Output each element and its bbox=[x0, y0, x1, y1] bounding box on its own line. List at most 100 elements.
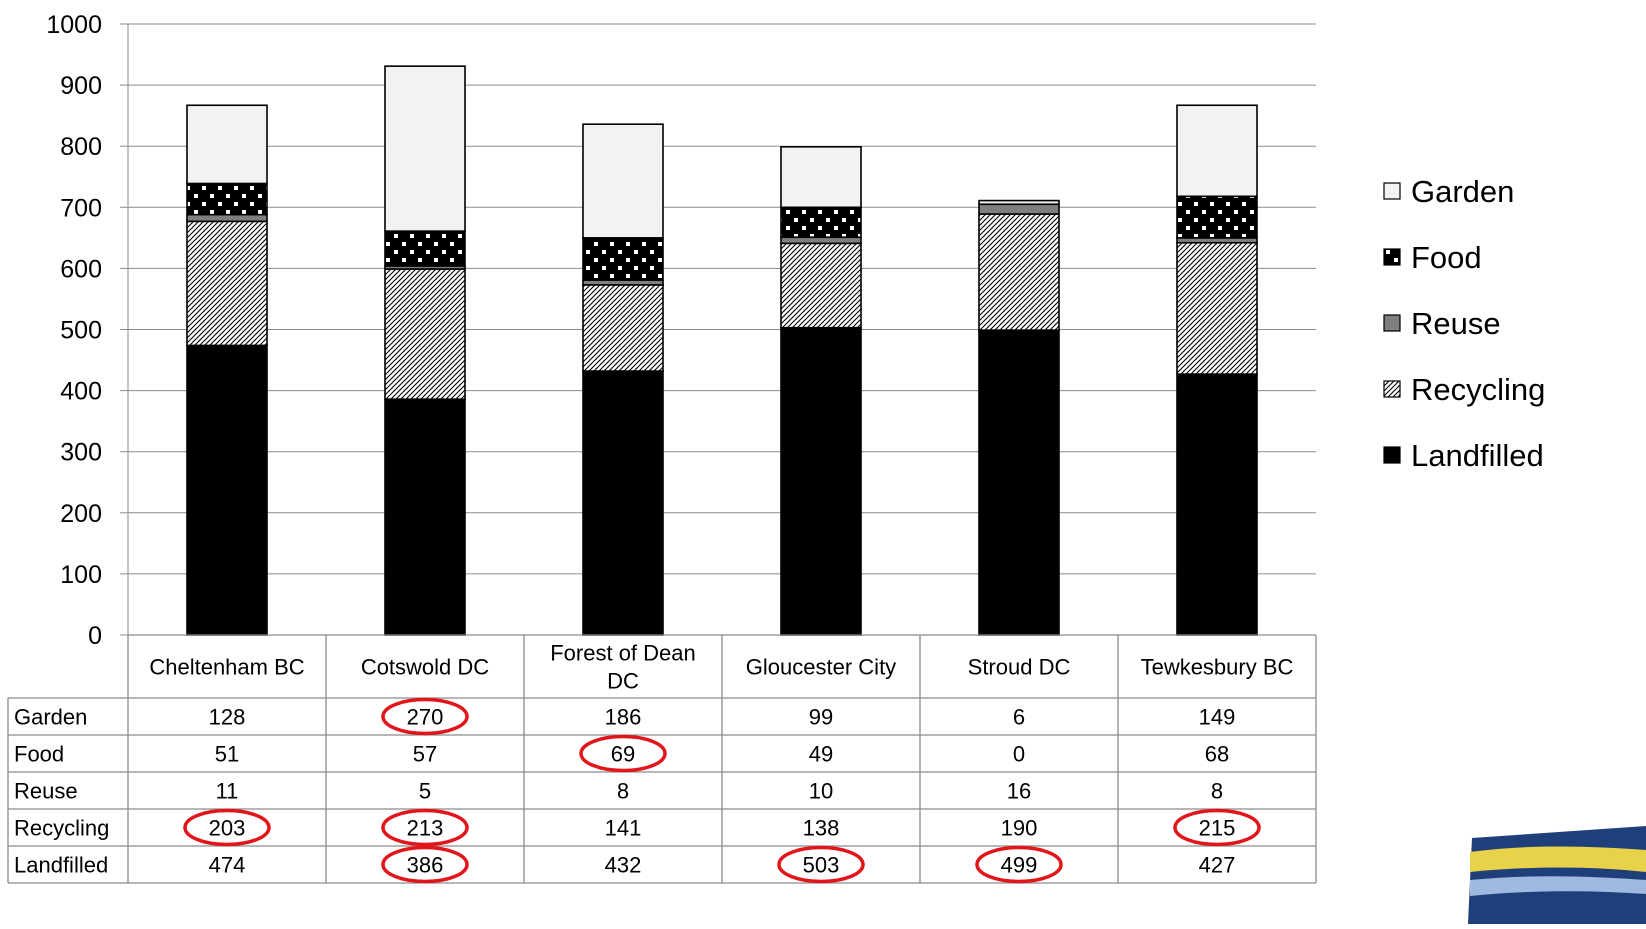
y-tick-label: 0 bbox=[88, 622, 102, 650]
legend-swatch-recycling bbox=[1383, 380, 1401, 398]
highlight-circle bbox=[975, 845, 1063, 884]
data-label: 215 bbox=[1199, 816, 1236, 841]
data-label: 0 bbox=[1013, 742, 1025, 767]
y-tick-label: 100 bbox=[60, 561, 102, 589]
highlight-circle bbox=[1173, 808, 1261, 847]
legend-label-recycling: Recycling bbox=[1411, 372, 1545, 407]
bar-food-gloucester-city bbox=[780, 206, 862, 239]
bar-food-cotswold-dc bbox=[384, 230, 466, 267]
bar-garden-tewkesbury-bc bbox=[1176, 104, 1258, 198]
row-label-recycling: Recycling bbox=[14, 816, 109, 841]
logo-swoosh bbox=[1470, 876, 1646, 896]
legend-swatch-landfilled bbox=[1383, 446, 1401, 464]
bar-reuse-cheltenham-bc bbox=[186, 213, 268, 223]
bar-recycling-forest-of-dean-dc bbox=[582, 284, 664, 372]
data-label: 141 bbox=[605, 816, 642, 841]
bar-garden-forest-of-dean-dc bbox=[582, 123, 664, 239]
category-label: Forest of Dean bbox=[550, 641, 696, 666]
logo-shape bbox=[1468, 826, 1646, 924]
bar-landfilled-gloucester-city bbox=[780, 326, 862, 636]
row-label-food: Food bbox=[14, 742, 64, 767]
highlight-circle bbox=[381, 808, 469, 847]
data-label: 5 bbox=[419, 779, 431, 804]
bar-recycling-gloucester-city bbox=[780, 242, 862, 329]
bar-recycling-tewkesbury-bc bbox=[1176, 241, 1258, 375]
y-tick-label: 200 bbox=[60, 500, 102, 528]
legend-label-landfilled: Landfilled bbox=[1411, 438, 1544, 473]
bar-landfilled-tewkesbury-bc bbox=[1176, 373, 1258, 636]
y-tick-label: 400 bbox=[60, 378, 102, 406]
y-tick-label: 500 bbox=[60, 317, 102, 345]
bar-landfilled-forest-of-dean-dc bbox=[582, 370, 664, 636]
highlight-circle bbox=[183, 808, 271, 847]
logo-swoosh bbox=[1470, 846, 1646, 872]
bar-garden-cotswold-dc bbox=[384, 65, 466, 232]
data-label: 6 bbox=[1013, 705, 1025, 730]
y-tick-label: 300 bbox=[60, 439, 102, 467]
data-label: 99 bbox=[809, 705, 833, 730]
data-label: 138 bbox=[803, 816, 840, 841]
data-label: 49 bbox=[809, 742, 833, 767]
y-tick-label: 1000 bbox=[46, 11, 102, 39]
highlight-circle bbox=[381, 845, 469, 884]
row-label-landfilled: Landfilled bbox=[14, 853, 108, 878]
legend-label-food: Food bbox=[1411, 240, 1482, 275]
bar-garden-stroud-dc bbox=[978, 199, 1060, 206]
data-label: 190 bbox=[1001, 816, 1038, 841]
data-label: 427 bbox=[1199, 853, 1236, 878]
data-label: 474 bbox=[209, 853, 246, 878]
legend-swatch-reuse bbox=[1383, 314, 1401, 332]
bar-garden-gloucester-city bbox=[780, 146, 862, 209]
data-label: 499 bbox=[1001, 853, 1038, 878]
highlight-circle bbox=[777, 845, 865, 884]
bar-landfilled-stroud-dc bbox=[978, 329, 1060, 636]
data-label: 8 bbox=[1211, 779, 1223, 804]
data-label: 68 bbox=[1205, 742, 1229, 767]
data-label: 386 bbox=[407, 853, 444, 878]
legend-swatch-garden bbox=[1383, 182, 1401, 200]
highlight-circle bbox=[381, 697, 469, 736]
category-label: Cheltenham BC bbox=[149, 655, 304, 680]
data-label: 149 bbox=[1199, 705, 1236, 730]
bar-recycling-cotswold-dc bbox=[384, 268, 466, 400]
bars bbox=[186, 65, 1258, 636]
bar-landfilled-cotswold-dc bbox=[384, 398, 466, 636]
data-label: 16 bbox=[1007, 779, 1031, 804]
y-tick-label: 900 bbox=[60, 72, 102, 100]
highlight-circle bbox=[579, 734, 667, 773]
category-label: Gloucester City bbox=[746, 655, 896, 680]
row-label-garden: Garden bbox=[14, 705, 87, 730]
bar-garden-cheltenham-bc bbox=[186, 104, 268, 185]
data-label: 69 bbox=[611, 742, 635, 767]
data-label: 8 bbox=[617, 779, 629, 804]
category-label: Stroud DC bbox=[968, 655, 1071, 680]
legend-swatch-food bbox=[1383, 248, 1401, 266]
y-tick-label: 700 bbox=[60, 194, 102, 222]
legend-label-reuse: Reuse bbox=[1411, 306, 1501, 341]
bar-food-forest-of-dean-dc bbox=[582, 237, 664, 281]
row-label-reuse: Reuse bbox=[14, 779, 78, 804]
bar-reuse-stroud-dc bbox=[978, 203, 1060, 215]
bar-landfilled-cheltenham-bc bbox=[186, 344, 268, 636]
y-tick-label: 600 bbox=[60, 255, 102, 283]
data-label: 270 bbox=[407, 705, 444, 730]
category-label: Tewkesbury BC bbox=[1141, 655, 1294, 680]
legend-label-garden: Garden bbox=[1411, 174, 1514, 209]
data-label: 51 bbox=[215, 742, 239, 767]
gridlines: 0 100 200 300 400 500 600 700 800 900 1000 bbox=[46, 11, 1316, 650]
bar-recycling-stroud-dc bbox=[978, 213, 1060, 331]
bar-food-cheltenham-bc bbox=[186, 182, 268, 216]
bar-recycling-cheltenham-bc bbox=[186, 220, 268, 347]
data-label: 11 bbox=[216, 779, 239, 804]
bar-food-tewkesbury-bc bbox=[1176, 195, 1258, 239]
data-label: 432 bbox=[605, 853, 642, 878]
bar-reuse-gloucester-city bbox=[780, 236, 862, 245]
data-label: 186 bbox=[605, 705, 642, 730]
data-label: 10 bbox=[809, 779, 833, 804]
category-label: Cotswold DC bbox=[361, 655, 489, 680]
data-label: 128 bbox=[209, 705, 246, 730]
y-tick-label: 800 bbox=[60, 133, 102, 161]
logo-fragment bbox=[1468, 826, 1646, 924]
